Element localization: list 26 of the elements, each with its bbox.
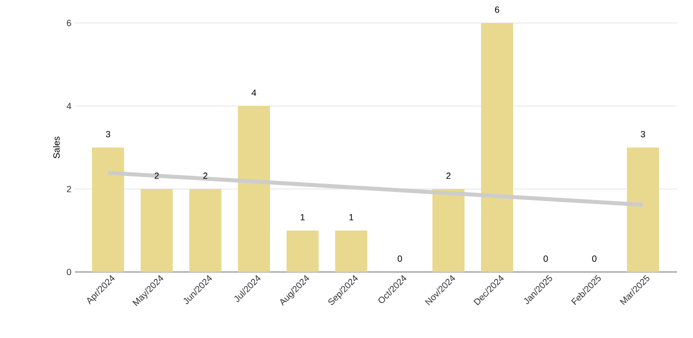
data-label: 2 xyxy=(446,172,450,179)
data-label: 2 xyxy=(154,172,159,179)
data-label: 0 xyxy=(398,255,402,262)
y-tick-label: 6 xyxy=(66,20,72,26)
bar xyxy=(432,189,465,272)
bar xyxy=(626,148,660,272)
data-label: 1 xyxy=(300,214,305,220)
data-label: 0 xyxy=(544,255,548,262)
data-label: 3 xyxy=(106,130,110,138)
bar xyxy=(140,189,173,272)
bar xyxy=(286,230,319,272)
bar xyxy=(481,23,514,272)
data-label: 4 xyxy=(252,90,256,96)
data-label: 3 xyxy=(640,130,646,138)
data-label: 6 xyxy=(495,6,500,13)
bar xyxy=(335,230,368,272)
data-label: 2 xyxy=(203,172,208,179)
y-tick-label: 0 xyxy=(66,268,72,276)
data-label: 1 xyxy=(349,214,354,220)
data-label: 0 xyxy=(592,255,596,262)
y-axis-title: Sales xyxy=(53,136,60,158)
y-tick-label: 4 xyxy=(66,102,72,110)
y-tick-label: 2 xyxy=(66,186,72,192)
bar xyxy=(92,148,124,272)
bar xyxy=(189,189,222,272)
bar xyxy=(238,106,270,272)
